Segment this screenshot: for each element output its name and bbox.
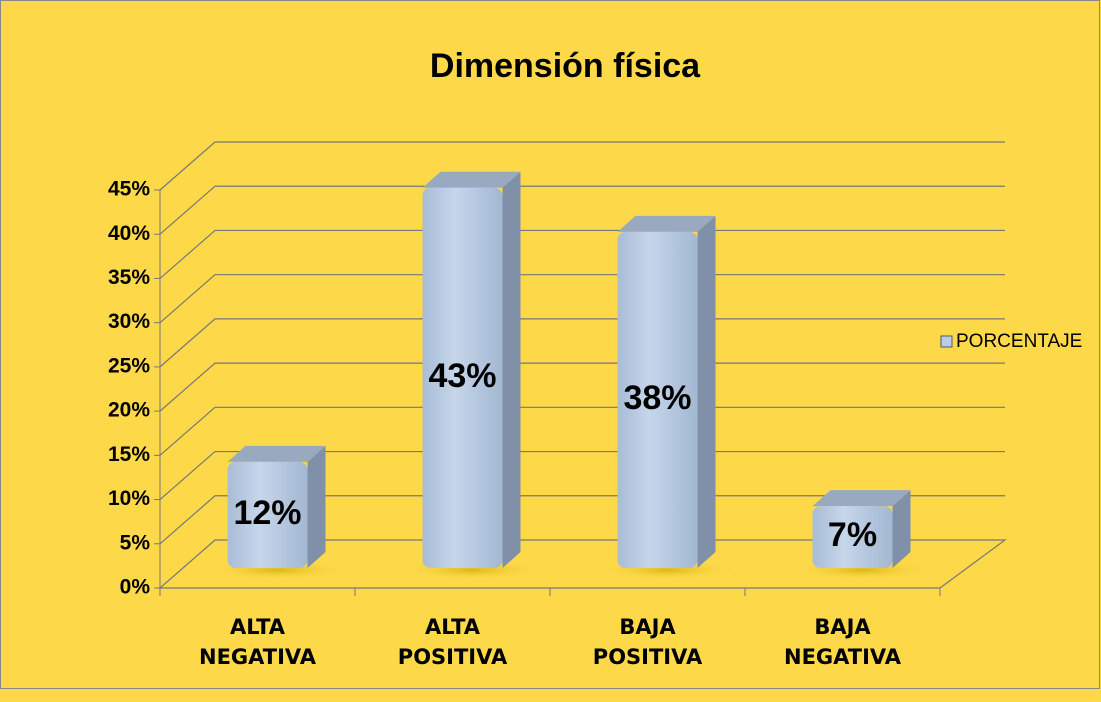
grid-line: [159, 185, 1005, 235]
y-tick-label: 20%: [108, 399, 150, 422]
grid-line: [159, 450, 1005, 501]
y-tick-label: 5%: [120, 531, 151, 554]
bar: [227, 461, 308, 568]
legend-swatch: [940, 335, 953, 348]
y-tick-label: 25%: [108, 354, 150, 377]
y-tick-label: 40%: [108, 222, 150, 245]
value-label: 12%: [233, 494, 301, 532]
x-tick-label: ALTA POSITIVA: [397, 615, 508, 669]
y-tick-label: 10%: [108, 487, 150, 510]
bar: [617, 231, 698, 568]
bar-top: [227, 445, 326, 462]
value-label: 7%: [828, 516, 877, 554]
y-tick-label: 35%: [108, 266, 150, 289]
x-tick-label: BAJA NEGATIVA: [784, 615, 901, 669]
bar: [812, 506, 893, 568]
chart-title: Dimensión física: [430, 47, 701, 85]
grid-line: [159, 274, 1005, 324]
x-tick-label: BAJA POSITIVA: [592, 615, 703, 669]
bar-side: [307, 445, 326, 568]
y-tick-label: 15%: [108, 443, 150, 466]
bar-side: [892, 490, 911, 568]
grid-line: [159, 495, 1005, 545]
grid-line: [159, 141, 1005, 191]
value-label: 38%: [623, 379, 691, 417]
legend-label: PORCENTAJE: [956, 331, 1082, 352]
bar-top: [812, 490, 911, 507]
bar-top: [617, 215, 716, 232]
floor: [158, 539, 1007, 589]
value-label: 43%: [428, 357, 496, 395]
grid-line: [159, 229, 1005, 279]
grid-line: [159, 362, 1005, 412]
y-tick-label: 45%: [108, 178, 150, 201]
bar-top: [422, 171, 521, 188]
bar-side: [502, 171, 521, 568]
bar: [422, 187, 503, 568]
bar-side: [697, 215, 716, 568]
y-tick-label: 30%: [108, 310, 150, 333]
x-tick-label: ALTA NEGATIVA: [199, 615, 316, 669]
grid-line: [159, 318, 1005, 368]
grid-line: [159, 406, 1005, 456]
y-tick-label: 0%: [120, 576, 151, 599]
